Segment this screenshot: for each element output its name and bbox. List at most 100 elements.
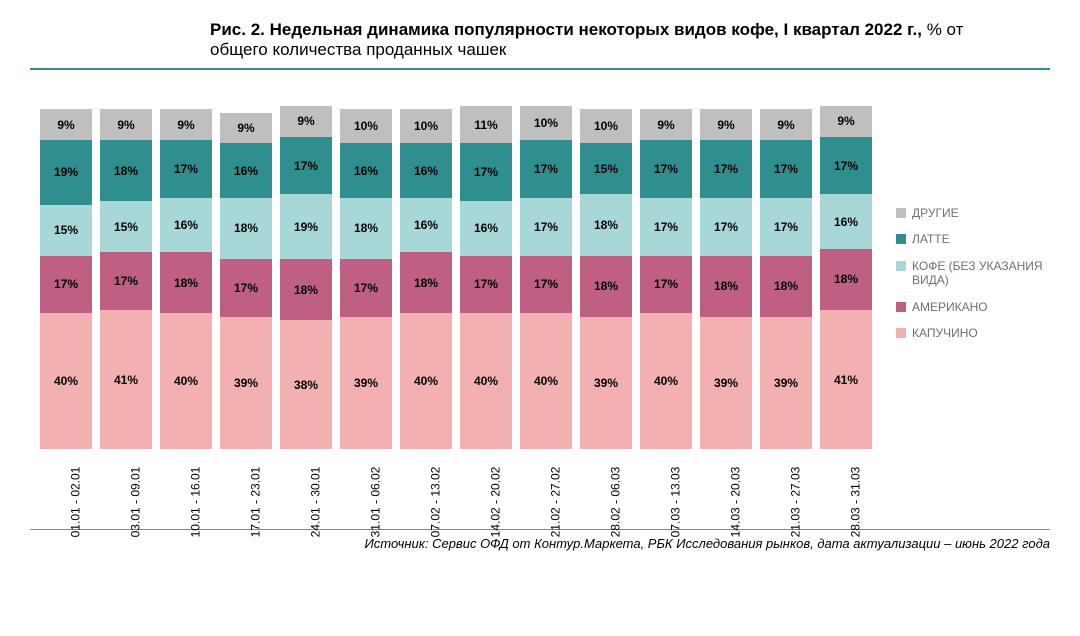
bar-segment-coffee_unspec: 16%	[400, 198, 452, 252]
legend-item-cappuccino: КАПУЧИНО	[896, 326, 1050, 340]
x-axis-label: 21.03 - 27.03	[760, 459, 812, 511]
x-axis-label: 28.02 - 06.03	[580, 459, 632, 511]
bar-segment-coffee_unspec: 18%	[340, 198, 392, 259]
bar-column: 39%18%18%15%10%	[580, 109, 632, 449]
bar-segment-americano: 18%	[700, 256, 752, 317]
x-axis-label: 24.01 - 30.01	[280, 459, 332, 511]
bar-segment-latte: 15%	[580, 143, 632, 194]
x-axis-label: 07.03 - 13.03	[640, 459, 692, 511]
bar-segment-cappuccino: 40%	[160, 313, 212, 449]
legend-swatch	[896, 328, 906, 338]
bar-segment-other: 10%	[520, 106, 572, 140]
bar-segment-coffee_unspec: 18%	[220, 198, 272, 259]
bar-segment-americano: 18%	[760, 256, 812, 317]
bar-stack: 39%18%18%15%10%	[580, 109, 632, 449]
bar-stack: 40%17%17%17%10%	[520, 106, 572, 449]
bar-segment-other: 9%	[700, 109, 752, 140]
legend-swatch	[896, 261, 906, 271]
bar-segment-coffee_unspec: 16%	[460, 201, 512, 255]
bar-stack: 39%17%18%16%9%	[220, 113, 272, 450]
bar-stack: 40%18%16%16%10%	[400, 109, 452, 449]
bar-segment-americano: 17%	[220, 259, 272, 317]
legend-label: КАПУЧИНО	[912, 326, 978, 340]
x-axis-label: 14.02 - 20.02	[460, 459, 512, 511]
bar-segment-cappuccino: 40%	[640, 313, 692, 449]
bar-column: 38%18%19%17%9%	[280, 106, 332, 449]
legend-item-coffee_unspec: КОФЕ (БЕЗ УКАЗАНИЯ ВИДА)	[896, 259, 1050, 288]
legend-label: ДРУГИЕ	[912, 206, 959, 220]
bar-stack: 41%17%15%18%9%	[100, 109, 152, 449]
x-axis-label: 21.02 - 27.02	[520, 459, 572, 511]
bar-segment-coffee_unspec: 15%	[40, 205, 92, 256]
bar-segment-cappuccino: 40%	[520, 313, 572, 449]
bar-segment-other: 9%	[100, 109, 152, 140]
bar-segment-latte: 17%	[760, 140, 812, 198]
bar-segment-other: 9%	[760, 109, 812, 140]
source-line: Источник: Сервис ОФД от Контур.Маркета, …	[30, 529, 1050, 551]
legend-item-other: ДРУГИЕ	[896, 206, 1050, 220]
x-axis-label: 31.01 - 06.02	[340, 459, 392, 511]
bar-stack: 41%18%16%17%9%	[820, 106, 872, 449]
x-axis-label: 03.01 - 09.01	[100, 459, 152, 511]
legend-label: ЛАТТЕ	[912, 232, 950, 246]
bar-column: 40%17%17%17%10%	[520, 106, 572, 449]
x-axis-label: 01.01 - 02.01	[40, 459, 92, 511]
x-axis-label: 28.03 - 31.03	[820, 459, 872, 511]
bar-segment-coffee_unspec: 17%	[760, 198, 812, 256]
bar-segment-latte: 18%	[100, 140, 152, 201]
x-axis-label: 07.02 - 13.02	[400, 459, 452, 511]
bars-region: 40%17%15%19%9%41%17%15%18%9%40%18%16%17%…	[30, 106, 882, 449]
bar-segment-cappuccino: 39%	[700, 317, 752, 450]
legend-swatch	[896, 302, 906, 312]
bar-segment-cappuccino: 38%	[280, 320, 332, 449]
bar-segment-americano: 18%	[580, 256, 632, 317]
bar-segment-americano: 18%	[160, 252, 212, 313]
bar-segment-coffee_unspec: 17%	[640, 198, 692, 256]
bar-segment-other: 11%	[460, 106, 512, 143]
bar-segment-cappuccino: 40%	[40, 313, 92, 449]
legend-item-americano: АМЕРИКАНО	[896, 300, 1050, 314]
legend-swatch	[896, 234, 906, 244]
bar-stack: 40%17%16%17%11%	[460, 106, 512, 449]
bar-segment-cappuccino: 39%	[760, 317, 812, 450]
bar-segment-americano: 17%	[460, 256, 512, 314]
bar-segment-coffee_unspec: 15%	[100, 201, 152, 252]
bar-segment-other: 9%	[640, 109, 692, 140]
x-axis-label: 10.01 - 16.01	[160, 459, 212, 511]
x-axis-label: 14.03 - 20.03	[700, 459, 752, 511]
bar-segment-cappuccino: 40%	[400, 313, 452, 449]
bar-column: 39%18%17%17%9%	[760, 109, 812, 449]
bar-segment-other: 9%	[40, 109, 92, 140]
bar-stack: 39%18%17%17%9%	[760, 109, 812, 449]
bar-segment-americano: 17%	[100, 252, 152, 310]
bar-segment-coffee_unspec: 17%	[700, 198, 752, 256]
bar-stack: 40%17%17%17%9%	[640, 109, 692, 449]
bar-segment-coffee_unspec: 19%	[280, 194, 332, 259]
chart-title-bold: Рис. 2. Недельная динамика популярности …	[210, 20, 927, 39]
bar-segment-cappuccino: 41%	[100, 310, 152, 449]
bar-segment-cappuccino: 41%	[820, 310, 872, 449]
bar-segment-cappuccino: 39%	[580, 317, 632, 450]
bar-segment-coffee_unspec: 16%	[160, 198, 212, 252]
bar-segment-americano: 17%	[520, 256, 572, 314]
bar-segment-latte: 17%	[640, 140, 692, 198]
legend-label: КОФЕ (БЕЗ УКАЗАНИЯ ВИДА)	[912, 259, 1050, 288]
legend: ДРУГИЕ ЛАТТЕ КОФЕ (БЕЗ УКАЗАНИЯ ВИДА) АМЕРИ…	[882, 106, 1050, 352]
bar-segment-latte: 17%	[700, 140, 752, 198]
x-axis-labels: 01.01 - 02.0103.01 - 09.0110.01 - 16.01 1…	[30, 459, 882, 511]
bar-segment-americano: 18%	[820, 249, 872, 310]
bar-segment-americano: 17%	[340, 259, 392, 317]
bar-column: 39%17%18%16%10%	[340, 109, 392, 449]
bar-segment-other: 9%	[280, 106, 332, 137]
bar-column: 40%17%15%19%9%	[40, 109, 92, 449]
bar-segment-latte: 17%	[820, 137, 872, 195]
bar-segment-americano: 17%	[640, 256, 692, 314]
bar-segment-latte: 16%	[220, 143, 272, 197]
bar-column: 40%17%17%17%9%	[640, 109, 692, 449]
bar-segment-latte: 17%	[280, 137, 332, 195]
bar-segment-americano: 18%	[400, 252, 452, 313]
bar-segment-latte: 17%	[460, 143, 512, 201]
bar-column: 39%18%17%17%9%	[700, 109, 752, 449]
title-rule	[30, 68, 1050, 70]
bar-column: 41%17%15%18%9%	[100, 109, 152, 449]
